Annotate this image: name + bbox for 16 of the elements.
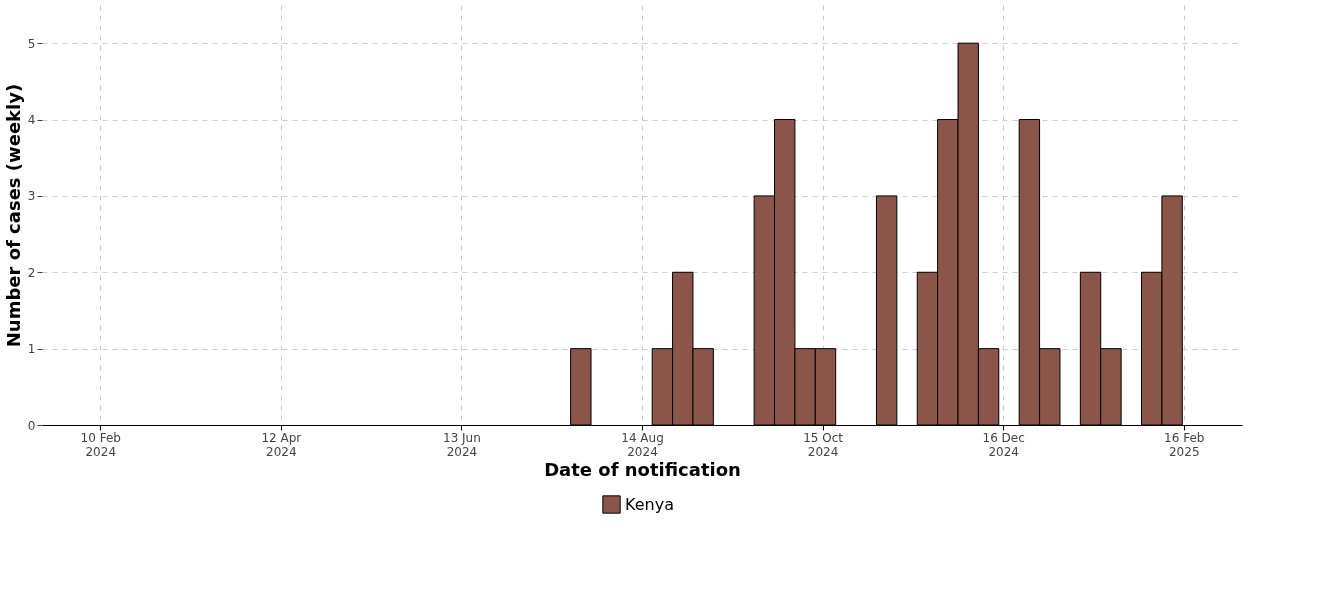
x-tick-label: 12 Apr 2024 xyxy=(261,430,302,459)
x-tick-label: 15 Oct 2024 xyxy=(803,430,844,459)
x-axis-title: Date of notification xyxy=(544,458,741,480)
y-axis-title: Number of cases (weekly) xyxy=(2,83,24,348)
y-tick-label: 0 xyxy=(27,418,36,433)
x-tick-label: 10 Feb 2024 xyxy=(80,430,121,459)
x-tick-label: 16 Feb 2025 xyxy=(1164,430,1205,459)
x-tick-label: 14 Aug 2024 xyxy=(621,430,664,459)
y-tick-label: 2 xyxy=(27,265,36,280)
legend-label: Kenya xyxy=(625,494,674,514)
y-tick-label: 1 xyxy=(27,342,36,357)
x-tick-label: 13 Jun 2024 xyxy=(443,430,481,459)
x-tick-label: 16 Dec 2024 xyxy=(982,430,1025,459)
y-tick-label: 5 xyxy=(27,36,36,51)
y-tick-label: 3 xyxy=(27,189,36,204)
y-tick-label: 4 xyxy=(27,113,36,128)
